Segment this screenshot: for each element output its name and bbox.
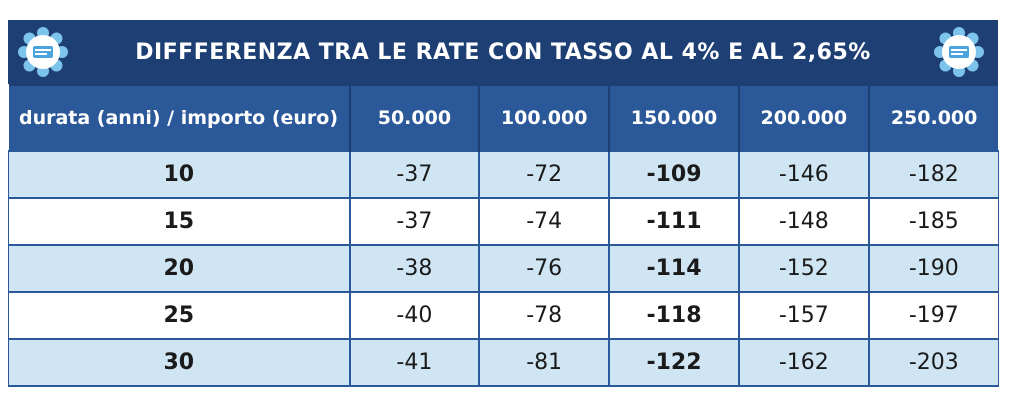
flower-badge-icon — [934, 27, 984, 77]
table-row: 10 -37 -72 -109 -146 -182 — [8, 150, 999, 198]
table-header-row: durata (anni) / importo (euro) 50.000 10… — [8, 84, 999, 151]
value-cell: -182 — [867, 150, 999, 198]
column-header-amount: 250.000 — [867, 84, 999, 151]
value-cell: -146 — [737, 150, 869, 198]
table-row: 25 -40 -78 -118 -157 -197 — [8, 291, 999, 339]
value-cell: -81 — [478, 338, 610, 387]
table-row: 30 -41 -81 -122 -162 -203 — [8, 338, 999, 387]
value-cell-highlighted: -122 — [608, 338, 739, 387]
column-header-amount: 150.000 — [608, 84, 739, 151]
value-cell: -72 — [478, 150, 610, 198]
value-cell: -197 — [867, 291, 999, 339]
table-title: DIFFFERENZA TRA LE RATE CON TASSO AL 4% … — [135, 39, 871, 65]
table-row: 20 -38 -76 -114 -152 -190 — [8, 244, 999, 292]
duration-cell: 15 — [8, 197, 350, 245]
value-cell: -74 — [478, 197, 610, 245]
value-cell-highlighted: -114 — [608, 244, 739, 292]
value-cell: -40 — [348, 291, 480, 339]
value-cell: -41 — [348, 338, 480, 387]
column-header-amount: 50.000 — [348, 84, 480, 151]
value-cell: -152 — [737, 244, 869, 292]
value-cell-highlighted: -109 — [608, 150, 739, 198]
value-cell: -157 — [737, 291, 869, 339]
value-cell-highlighted: -118 — [608, 291, 739, 339]
value-cell: -185 — [867, 197, 999, 245]
column-header-duration: durata (anni) / importo (euro) — [8, 84, 350, 151]
rate-difference-table-card: DIFFFERENZA TRA LE RATE CON TASSO AL 4% … — [8, 20, 999, 387]
value-cell: -38 — [348, 244, 480, 292]
table-row: 15 -37 -74 -111 -148 -185 — [8, 197, 999, 245]
value-cell: -162 — [737, 338, 869, 387]
value-cell: -76 — [478, 244, 610, 292]
value-cell: -37 — [348, 150, 480, 198]
value-cell: -37 — [348, 197, 480, 245]
value-cell: -148 — [737, 197, 869, 245]
rate-difference-table: durata (anni) / importo (euro) 50.000 10… — [8, 84, 999, 387]
value-cell: -190 — [867, 244, 999, 292]
duration-cell: 25 — [8, 291, 350, 339]
column-header-amount: 100.000 — [478, 84, 610, 151]
duration-cell: 20 — [8, 244, 350, 292]
duration-cell: 30 — [8, 338, 350, 387]
title-bar: DIFFFERENZA TRA LE RATE CON TASSO AL 4% … — [8, 20, 998, 84]
value-cell: -78 — [478, 291, 610, 339]
column-header-amount: 200.000 — [737, 84, 869, 151]
value-cell: -203 — [867, 338, 999, 387]
value-cell-highlighted: -111 — [608, 197, 739, 245]
duration-cell: 10 — [8, 150, 350, 198]
flower-badge-icon — [18, 27, 68, 77]
